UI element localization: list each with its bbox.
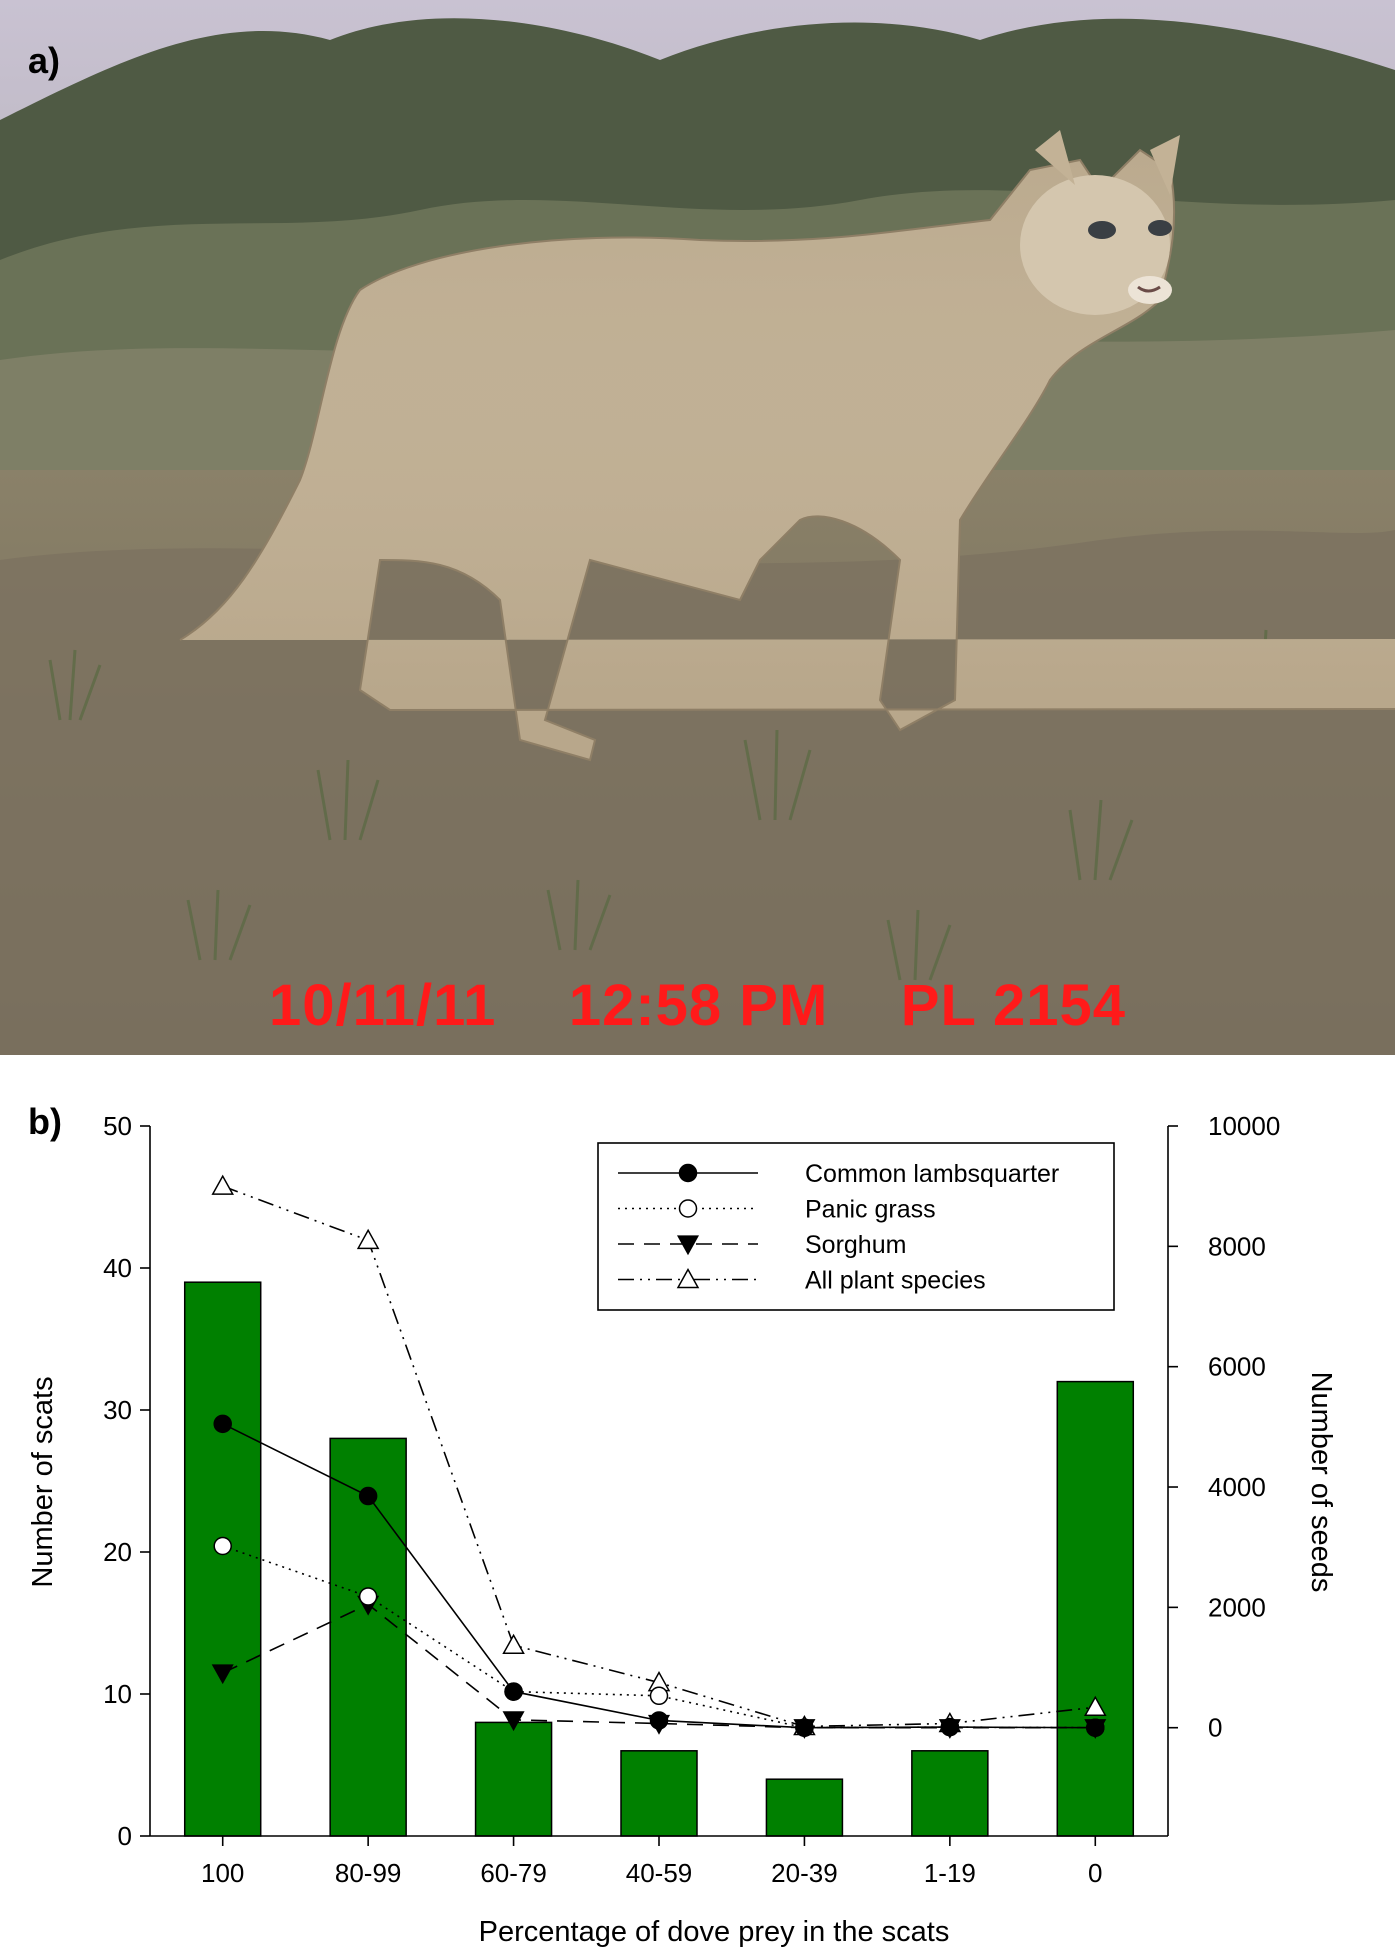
panel-label-b: b) (28, 1101, 62, 1142)
y2-tick-label: 4000 (1208, 1472, 1266, 1502)
data-point (676, 1235, 700, 1256)
data-point (358, 1486, 378, 1506)
legend: Common lambsquarter Panic grass Sorghum All… (597, 1142, 1115, 1311)
data-point (1084, 1695, 1107, 1716)
x-tick-label: 80-99 (335, 1858, 402, 1888)
data-point (211, 1174, 234, 1195)
data-point (940, 1717, 960, 1737)
lines-layer (211, 1174, 1107, 1739)
bar (183, 1281, 262, 1837)
legend-label: Panic grass (805, 1196, 936, 1224)
bar (765, 1778, 844, 1837)
x-tick-label: 40-59 (626, 1858, 693, 1888)
data-point (678, 1163, 698, 1183)
bars-layer (183, 1281, 1135, 1837)
y2-tick-label: 0 (1208, 1713, 1222, 1743)
x-tick-label: 20-39 (771, 1858, 838, 1888)
bar (329, 1437, 407, 1837)
y-tick-label: 50 (103, 1111, 132, 1141)
y-tick-label: 40 (103, 1253, 132, 1283)
data-point (502, 1633, 525, 1655)
y2-tick-label: 2000 (1208, 1592, 1266, 1622)
legend-label: All plant species (805, 1267, 986, 1295)
camera-timestamp: 10/11/11 12:58 PM PL 2154 (0, 972, 1395, 1039)
y2-tick-label: 10000 (1208, 1111, 1280, 1141)
axes-layer: 0 10 20 30 40 50 0 2000 4000 6000 8000 10000 100 80-9… (103, 1111, 1280, 1888)
y-tick-label: 0 (118, 1821, 132, 1851)
y2-tick-label: 8000 (1208, 1231, 1266, 1261)
scat-seed-chart: 0 10 20 30 40 50 0 2000 4000 6000 8000 10000 100 80-9… (27, 1111, 1337, 1948)
bar (474, 1721, 553, 1837)
data-point (213, 1536, 232, 1556)
data-point (678, 1199, 698, 1218)
data-point (358, 1587, 378, 1606)
data-point (502, 1711, 525, 1732)
puma-figure (179, 130, 1395, 762)
data-point (213, 1414, 232, 1434)
y-tick-label: 10 (103, 1679, 132, 1709)
camera-trap-photo: a) 10/11/11 12:58 PM PL 2154 (0, 0, 1395, 1055)
data-point (1086, 1718, 1105, 1737)
bar (911, 1750, 989, 1837)
x-axis-title: Percentage of dove prey in the scats (479, 1916, 950, 1948)
x-tick-label: 0 (1088, 1858, 1102, 1888)
x-tick-label: 1-19 (924, 1858, 976, 1888)
stamp-time: 12:58 PM (568, 973, 829, 1038)
data-point (211, 1664, 234, 1685)
legend-label: Sorghum (805, 1231, 906, 1259)
panel-label-a: a) (28, 40, 61, 81)
data-point (649, 1686, 669, 1706)
data-point (649, 1711, 669, 1730)
data-point (504, 1682, 523, 1701)
y2-axis-title: Number of seeds (1305, 1372, 1337, 1593)
puma-photo-illustration (0, 0, 1395, 1055)
y-tick-label: 30 (103, 1395, 132, 1425)
y2-tick-label: 6000 (1208, 1352, 1266, 1382)
y-tick-label: 20 (103, 1537, 132, 1567)
x-tick-label: 60-79 (480, 1858, 547, 1888)
stamp-camera-id: PL 2154 (900, 973, 1126, 1038)
chart-panel: b) 0 10 20 30 40 50 0 2000 4000 6000 8000 10000 100 8… (0, 1055, 1395, 1959)
y-axis-title: Number of scats (27, 1376, 59, 1587)
x-tick-label: 100 (201, 1858, 244, 1888)
data-point (795, 1718, 814, 1737)
data-point (676, 1267, 700, 1289)
bar (620, 1750, 698, 1837)
bar (1056, 1380, 1135, 1837)
data-point (356, 1228, 380, 1250)
legend-label: Common lambsquarter (805, 1160, 1059, 1188)
stamp-date: 10/11/11 (269, 973, 497, 1038)
